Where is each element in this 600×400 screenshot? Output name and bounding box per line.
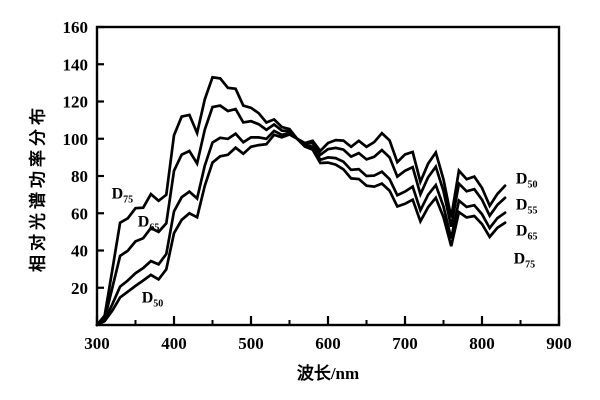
curve-label-D50-right: D50: [516, 171, 538, 191]
curve-label-D65-left: D65: [138, 213, 160, 233]
x-tick-label: 500: [238, 334, 264, 353]
x-tick-label: 700: [392, 334, 418, 353]
curve-D75: [95, 75, 507, 327]
curve-label-D65-right: D65: [516, 223, 538, 243]
y-tick-label: 140: [63, 55, 89, 74]
curve-label-D75-left: D75: [112, 185, 134, 205]
y-tick-label: 160: [63, 18, 89, 37]
x-tick-label: 300: [84, 334, 110, 353]
curve-label-D55-right: D55: [516, 197, 538, 217]
y-tick-label: 20: [71, 279, 88, 298]
x-tick-label: 800: [469, 334, 495, 353]
x-tick-label: 600: [315, 334, 341, 353]
y-tick-label: 100: [63, 130, 89, 149]
plot-border: [95, 25, 561, 327]
x-tick-label: 400: [161, 334, 187, 353]
y-tick-label: 40: [71, 242, 88, 261]
x-tick-label: 900: [546, 334, 572, 353]
curve-label-D50-left: D50: [142, 290, 164, 310]
y-tick-label: 80: [71, 167, 88, 186]
y-tick-label: 60: [71, 204, 88, 223]
y-tick-label: 120: [63, 93, 89, 112]
y-axis-title: 相对光谱功率分布: [28, 104, 48, 272]
x-axis-title: 波长/nm: [296, 364, 360, 383]
curve-label-D75-right: D75: [514, 251, 536, 271]
